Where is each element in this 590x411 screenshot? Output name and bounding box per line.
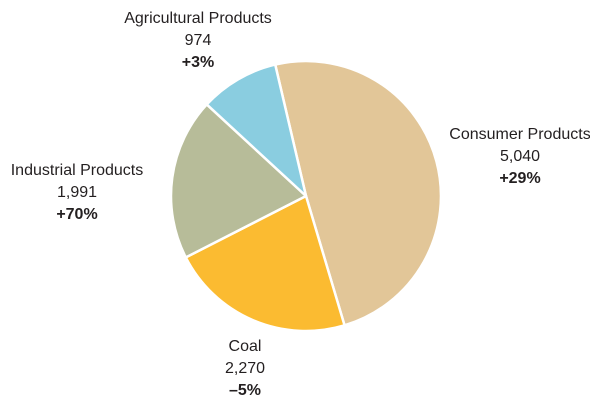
pie-slice-industrial-products [169,103,308,259]
slice-label-consumer-products: Consumer Products 5,040 +29% [440,124,590,190]
slice-label-coal: Coal 2,270 –5% [190,336,300,402]
pie-slice-agricultural-products [205,63,308,198]
slice-change: +29% [499,170,541,187]
slice-change: +3% [181,54,215,71]
pie-slice-consumer-products [273,59,443,327]
slice-value: 5,040 [499,148,541,165]
slice-name: Consumer Products [449,126,590,143]
slice-value: 2,270 [224,360,266,377]
slice-value: 1,991 [56,184,98,201]
slice-name: Coal [228,338,262,355]
slice-value: 974 [184,32,212,49]
slice-label-industrial-products: Industrial Products 1,991 +70% [2,160,152,226]
pie-slice-coal [184,194,346,333]
slice-name: Agricultural Products [124,10,272,27]
slice-change: +70% [56,206,98,223]
slice-label-agricultural-products: Agricultural Products 974 +3% [118,8,278,74]
slice-name: Industrial Products [10,162,144,179]
slice-change: –5% [228,382,262,399]
